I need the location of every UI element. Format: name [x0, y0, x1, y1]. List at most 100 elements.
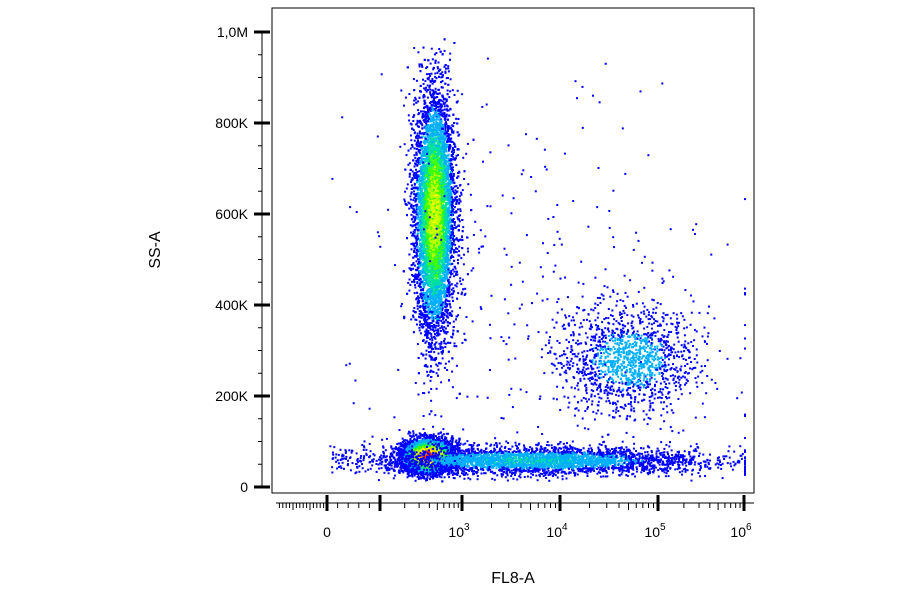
data-point: [461, 278, 464, 281]
data-point: [444, 117, 447, 120]
data-point: [430, 157, 433, 160]
data-point: [431, 313, 434, 316]
data-point: [460, 293, 463, 296]
data-point: [432, 121, 435, 124]
data-point: [414, 242, 417, 245]
data-point: [446, 285, 449, 288]
data-point: [409, 134, 412, 137]
data-point: [406, 183, 409, 186]
data-point: [466, 142, 469, 145]
data-point: [431, 149, 434, 152]
data-point: [433, 317, 436, 320]
data-point: [412, 309, 415, 312]
data-point: [412, 129, 415, 131]
data-point: [432, 348, 435, 350]
data-point: [434, 290, 437, 293]
data-point: [438, 342, 441, 345]
data-point: [418, 264, 421, 267]
data-point: [446, 331, 449, 333]
data-point: [447, 70, 450, 73]
data-point: [442, 147, 445, 150]
data-point: [416, 203, 419, 206]
data-point: [443, 108, 446, 111]
data-point: [444, 101, 447, 104]
data-point: [403, 143, 406, 146]
data-point: [445, 100, 448, 102]
data-point: [463, 253, 465, 256]
data-point: [446, 226, 449, 229]
data-point: [415, 297, 418, 300]
data-point: [450, 245, 453, 248]
data-point: [436, 271, 439, 274]
data-point: [436, 293, 439, 296]
data-point: [451, 262, 454, 265]
data-point: [426, 370, 429, 373]
data-point: [423, 298, 426, 301]
data-point: [448, 160, 451, 163]
data-point: [447, 262, 449, 265]
data-point: [436, 364, 439, 367]
data-point: [419, 247, 422, 250]
data-point: [446, 197, 449, 200]
data-point: [425, 67, 428, 70]
data-point: [413, 276, 416, 279]
data-point: [427, 373, 430, 376]
data-point: [438, 98, 441, 101]
data-point: [444, 115, 447, 118]
data-point: [413, 172, 416, 175]
data-point: [415, 205, 418, 208]
data-point: [436, 144, 439, 147]
data-point: [437, 135, 440, 138]
data-point: [443, 105, 446, 108]
data-point: [416, 189, 419, 192]
data-point: [416, 282, 419, 285]
data-point: [434, 96, 437, 99]
data-point: [455, 237, 458, 240]
data-point: [421, 250, 424, 253]
data-point: [418, 218, 421, 221]
data-point: [427, 189, 430, 192]
data-point: [430, 322, 433, 325]
data-point: [465, 316, 468, 318]
data-point: [434, 346, 437, 349]
data-point: [436, 218, 439, 221]
data-point: [435, 120, 438, 123]
data-point: [442, 311, 444, 314]
data-point: [438, 333, 441, 336]
data-point: [455, 185, 458, 187]
data-point: [426, 144, 429, 147]
data-point: [438, 105, 441, 108]
data-point: [462, 156, 465, 159]
data-point: [426, 66, 429, 68]
data-point: [432, 68, 435, 71]
data-point: [459, 210, 462, 213]
data-point: [430, 72, 433, 75]
data-point: [415, 223, 418, 226]
data-point: [459, 280, 462, 283]
data-point: [427, 297, 429, 300]
data-point: [427, 175, 430, 178]
data-point: [444, 224, 447, 227]
data-point: [437, 100, 440, 102]
data-point: [438, 244, 441, 247]
data-point: [426, 321, 429, 324]
data-point: [407, 281, 410, 284]
data-point: [408, 207, 411, 210]
data-point: [457, 208, 459, 211]
data-point: [416, 262, 419, 265]
data-point: [445, 267, 448, 270]
data-point: [456, 259, 459, 261]
data-point: [422, 285, 425, 288]
data-point: [421, 65, 424, 68]
data-point: [446, 321, 449, 323]
data-point: [427, 242, 430, 244]
data-point: [407, 114, 410, 117]
data-point: [429, 379, 432, 382]
data-point: [458, 184, 461, 187]
data-point: [435, 358, 437, 360]
data-point: [440, 325, 443, 328]
data-point: [424, 357, 427, 360]
data-point: [404, 96, 407, 99]
data-point: [448, 300, 451, 303]
data-point: [421, 124, 424, 127]
